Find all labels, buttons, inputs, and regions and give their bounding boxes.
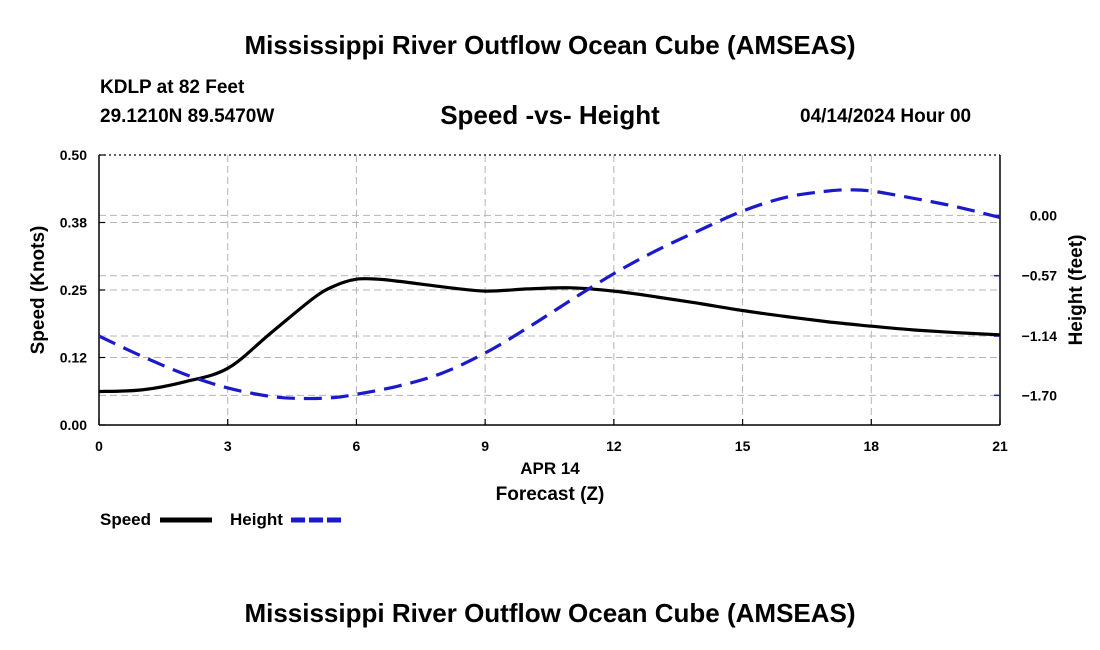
y2-tick-label: −1.14 (1022, 328, 1058, 344)
y-tick-label: 0.00 (60, 417, 87, 433)
y-tick-label: 0.25 (60, 282, 87, 298)
x-tick-label: 12 (606, 438, 622, 454)
y-tick-label: 0.12 (60, 350, 87, 366)
y2-tick-label: −1.70 (1022, 387, 1058, 403)
page-title: Mississippi River Outflow Ocean Cube (AM… (244, 30, 856, 60)
legend-label-speed: Speed (100, 510, 151, 529)
x-tick-label: 0 (95, 438, 103, 454)
x-axis-title: Forecast (Z) (496, 484, 605, 505)
coordinates-label: 29.1210N 89.5470W (100, 106, 275, 127)
chart-subtitle: Speed -vs- Height (440, 100, 660, 130)
y2-tick-label: −0.57 (1022, 268, 1058, 284)
x-axis-date-label: APR 14 (520, 459, 580, 478)
y-axis-title: Speed (Knots) (28, 226, 49, 355)
station-label: KDLP at 82 Feet (100, 77, 245, 98)
height-series-line (98, 188, 1001, 401)
y2-axis-title: Height (feet) (1066, 235, 1087, 346)
y-tick-label: 0.50 (60, 147, 87, 163)
x-tick-label: 6 (353, 438, 361, 454)
x-tick-label: 21 (992, 438, 1008, 454)
forecast-datetime: 04/14/2024 Hour 00 (800, 106, 972, 127)
y2-tick-label: 0.00 (1030, 207, 1057, 223)
footer-title: Mississippi River Outflow Ocean Cube (AM… (244, 598, 856, 628)
x-tick-label: 15 (735, 438, 751, 454)
x-tick-label: 18 (863, 438, 879, 454)
x-tick-label: 9 (481, 438, 489, 454)
x-tick-label: 3 (224, 438, 232, 454)
y-tick-label: 0.38 (60, 215, 87, 231)
legend-label-height: Height (230, 510, 283, 529)
speed-series-line (98, 277, 1001, 394)
